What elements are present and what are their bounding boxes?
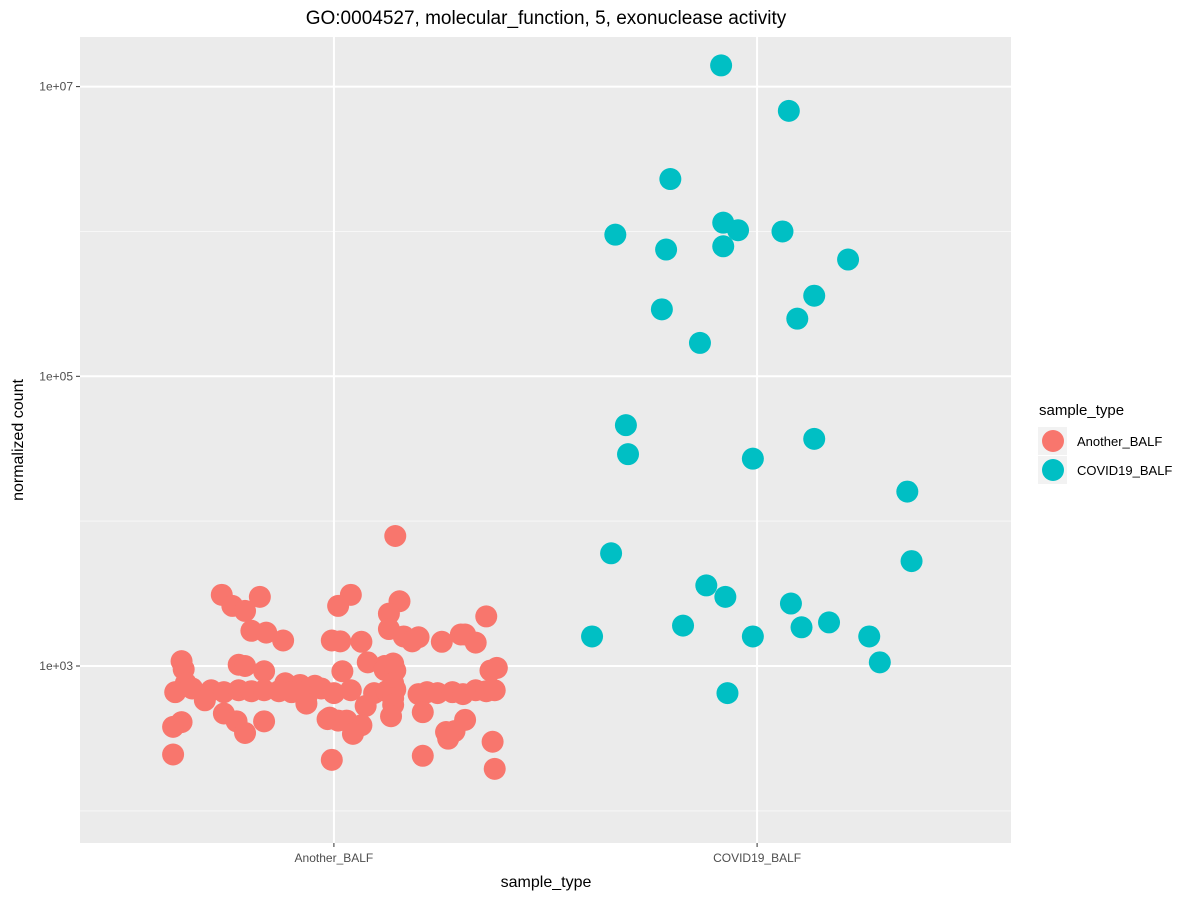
data-point [818, 611, 841, 634]
data-point [384, 524, 407, 547]
y-tick-label: 1e+03 [39, 659, 73, 673]
data-point [322, 682, 345, 705]
data-point [695, 574, 718, 597]
data-point [803, 284, 826, 307]
legend-entries: Another_BALF COVID19_BALF [1038, 427, 1172, 484]
data-point [727, 219, 750, 242]
data-point [614, 414, 637, 437]
data-point [437, 727, 460, 750]
data-point [900, 550, 923, 573]
data-point [858, 625, 881, 648]
data-point [162, 715, 185, 738]
data-point [401, 630, 424, 653]
data-point [411, 744, 434, 767]
data-point [475, 605, 498, 628]
data-point [659, 168, 682, 191]
y-axis-title: normalized count [10, 379, 27, 501]
data-point [193, 689, 216, 712]
data-point [341, 722, 364, 745]
data-point [790, 616, 813, 639]
data-point [253, 710, 276, 733]
data-point [234, 721, 257, 744]
data-point [248, 585, 271, 608]
data-point [377, 602, 400, 625]
data-point [485, 656, 508, 679]
data-point [320, 748, 343, 771]
data-point [600, 542, 623, 565]
data-point [581, 625, 604, 648]
data-point [350, 630, 373, 653]
data-point [655, 238, 678, 261]
data-point [339, 679, 362, 702]
data-point [430, 630, 453, 653]
data-point [234, 655, 257, 678]
x-tick-label: COVID19_BALF [713, 851, 801, 865]
data-point [331, 660, 354, 683]
data-point [253, 660, 276, 683]
legend-key [1042, 430, 1064, 452]
data-point [604, 223, 627, 246]
data-point [483, 679, 506, 702]
data-point [803, 427, 826, 450]
data-point [411, 701, 434, 724]
data-point [464, 631, 487, 654]
data-point [771, 220, 794, 243]
data-point [295, 692, 318, 715]
legend-label: COVID19_BALF [1077, 463, 1172, 478]
data-point [896, 480, 919, 503]
data-point [688, 331, 711, 354]
data-point [255, 621, 278, 644]
data-point [481, 730, 504, 753]
data-point [483, 757, 506, 780]
plot-panel [80, 37, 1011, 843]
data-point [868, 651, 891, 674]
data-point [672, 614, 695, 637]
minor-gridlines [80, 230, 1011, 812]
data-point [272, 629, 295, 652]
data-point [617, 443, 640, 466]
data-point [786, 307, 809, 330]
legend-title: sample_type [1039, 402, 1124, 419]
legend-label: Another_BALF [1077, 434, 1162, 449]
data-point [327, 594, 350, 617]
data-point [354, 694, 377, 717]
data-point [741, 625, 764, 648]
data-point [777, 99, 800, 122]
x-axis-title: sample_type [501, 874, 592, 891]
y-axis-ticks: 1e+03 1e+05 1e+07 [39, 80, 80, 673]
x-axis-ticks: Another_BALF COVID19_BALF [295, 843, 801, 865]
y-tick-label: 1e+05 [39, 369, 73, 383]
data-point [234, 599, 257, 622]
data-point [779, 592, 802, 615]
data-point [741, 447, 764, 470]
legend-key [1042, 459, 1064, 481]
data-point [710, 54, 733, 77]
chart-title: GO:0004527, molecular_function, 5, exonu… [306, 8, 787, 29]
data-point [329, 630, 352, 653]
data-point [164, 681, 187, 704]
data-point [716, 682, 739, 705]
x-tick-label: Another_BALF [295, 851, 374, 865]
data-point [650, 298, 673, 321]
data-point [712, 235, 735, 258]
data-point [380, 705, 403, 728]
data-point [162, 743, 185, 766]
legend: sample_type Another_BALF COVID19_BALF [1038, 402, 1172, 484]
data-point [837, 248, 860, 271]
data-points [162, 54, 923, 780]
data-point [714, 585, 737, 608]
y-tick-label: 1e+07 [39, 80, 73, 94]
data-point [356, 651, 379, 674]
